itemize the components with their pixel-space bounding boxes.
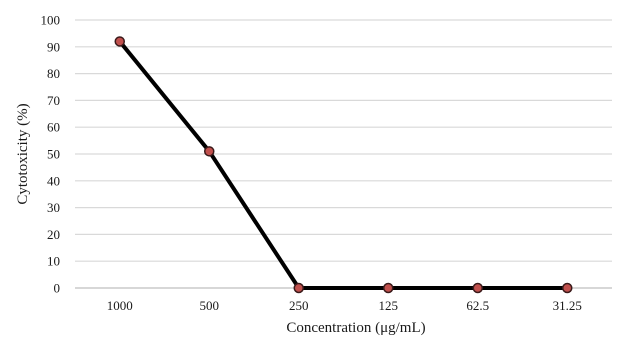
y-tick-label: 100 — [41, 13, 61, 28]
y-tick-label: 50 — [47, 147, 60, 162]
x-axis-title: Concentration (μg/mL) — [286, 320, 425, 336]
y-axis-ticks: 0 10 20 30 40 50 60 70 80 90 100 — [41, 13, 61, 296]
x-tick-label: 125 — [379, 298, 399, 313]
y-tick-label: 80 — [47, 66, 60, 81]
y-tick-label: 10 — [47, 254, 60, 269]
y-tick-label: 20 — [47, 227, 60, 242]
y-tick-label: 60 — [47, 120, 60, 135]
x-tick-label: 31.25 — [553, 298, 582, 313]
y-axis-title: Cytotoxicity (%) — [15, 103, 31, 204]
x-tick-label: 62.5 — [466, 298, 489, 313]
series-line — [117, 39, 570, 290]
y-tick-label: 0 — [54, 281, 61, 296]
gridlines — [75, 19, 612, 289]
y-tick-label: 40 — [47, 173, 60, 188]
y-tick-label: 30 — [47, 200, 60, 215]
x-tick-label: 500 — [200, 298, 220, 313]
y-tick-label: 70 — [47, 93, 60, 108]
data-point — [562, 282, 573, 294]
data-point — [114, 36, 125, 47]
data-point — [383, 282, 394, 294]
data-point — [472, 282, 483, 294]
series-group — [114, 36, 573, 294]
y-tick-label: 90 — [47, 39, 60, 54]
data-point — [293, 282, 304, 294]
x-axis-ticks: 1000 500 250 125 62.5 31.25 — [107, 298, 582, 313]
data-point — [204, 146, 215, 157]
x-tick-label: 250 — [289, 298, 309, 313]
x-tick-label: 1000 — [107, 298, 133, 313]
